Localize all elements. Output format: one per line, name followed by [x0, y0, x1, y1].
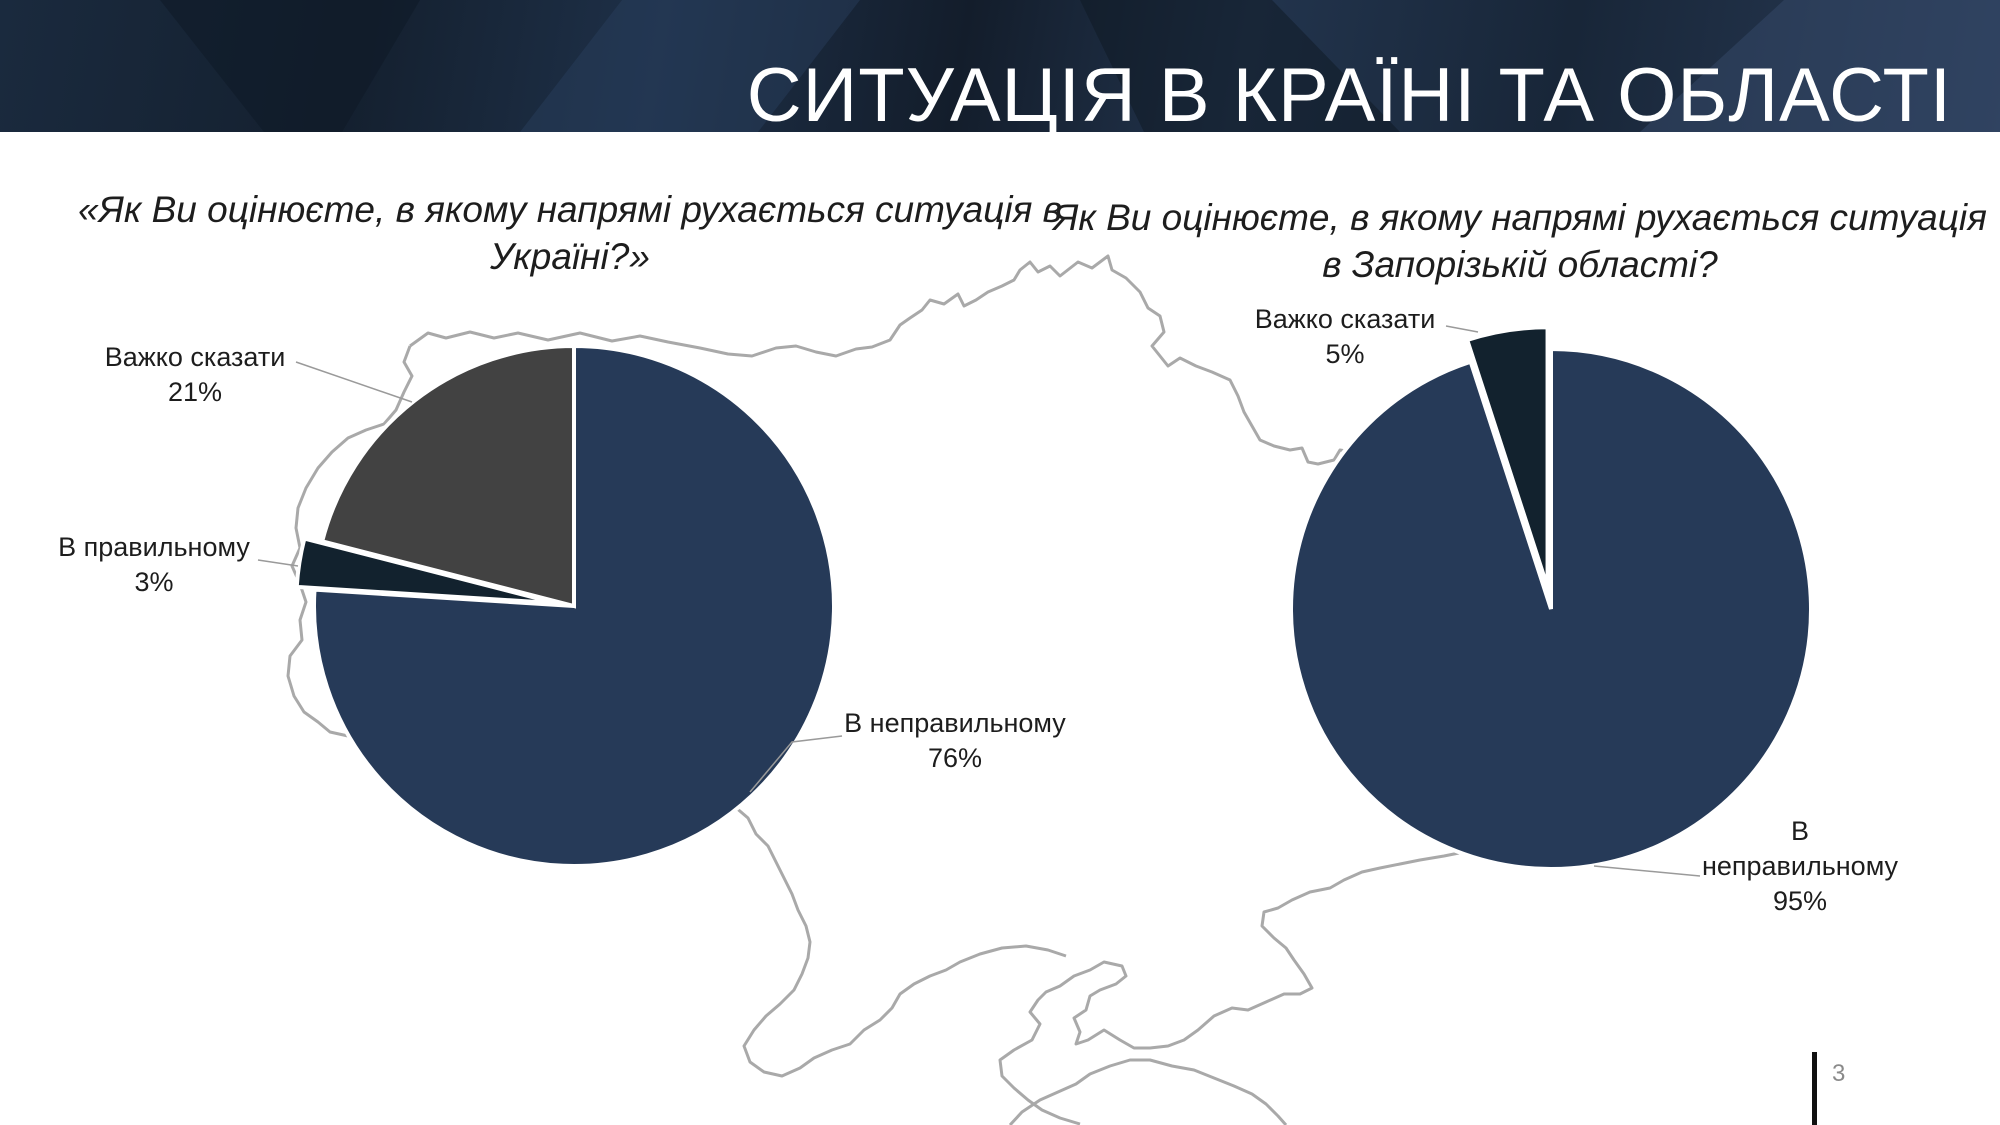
- leader-zaporizhzhia-wrong: [1593, 865, 1701, 877]
- slice-value-text: 5%: [1325, 339, 1365, 369]
- label-zaporizhzhia-hard-to-say: Важко сказати 5%: [1220, 302, 1470, 372]
- label-ukraine-right: В правильному 3%: [36, 530, 272, 600]
- header-banner: СИТУАЦІЯ В КРАЇНІ ТА ОБЛАСТІ: [0, 0, 2000, 132]
- slice-value-text: 21%: [167, 377, 223, 407]
- page-number-bar: [1812, 1052, 1817, 1125]
- page-title: СИТУАЦІЯ В КРАЇНІ ТА ОБЛАСТІ: [746, 53, 1952, 132]
- slice-label-text: Важко сказати: [1254, 304, 1436, 334]
- label-zaporizhzhia-wrong: В неправильному 95%: [1690, 814, 1910, 919]
- leader-ukraine-right: [257, 559, 299, 567]
- chart-title-zaporizhzhia: Як Ви оцінюєте, в якому напрямі рухаєтьс…: [1053, 197, 1987, 285]
- leader-ukraine-wrong: [749, 735, 843, 793]
- pie-slice-zaporizhzhia-hard: [1464, 325, 1550, 588]
- slice-label-text: В правильному: [58, 532, 250, 562]
- pie-slice-ukraine-right: [294, 536, 557, 606]
- slice-label-text: В неправильному: [1701, 816, 1899, 881]
- slice-label-text: Важко сказати: [104, 342, 286, 372]
- slice-value-text: 3%: [134, 567, 174, 597]
- label-ukraine-hard-to-say: Важко сказати 21%: [70, 340, 320, 410]
- label-ukraine-wrong: В неправильному 76%: [830, 706, 1080, 776]
- leader-ukraine-hard: [295, 361, 413, 403]
- pie-slice-ukraine-hard: [319, 343, 576, 609]
- leader-zaporizhzhia-hard: [1445, 325, 1479, 333]
- pie-slice-ukraine-wrong: [312, 343, 836, 868]
- slice-value-text: 95%: [1772, 886, 1828, 916]
- pie-slice-zaporizhzhia-wrong: [1289, 346, 1813, 871]
- slice-value-text: 76%: [927, 743, 983, 773]
- chart-title-ukraine: «Як Ви оцінюєте, в якому напрямі рухаєть…: [78, 189, 1062, 277]
- slice-label-text: В неправильному: [844, 708, 1066, 738]
- page-number: 3: [1832, 1060, 1846, 1087]
